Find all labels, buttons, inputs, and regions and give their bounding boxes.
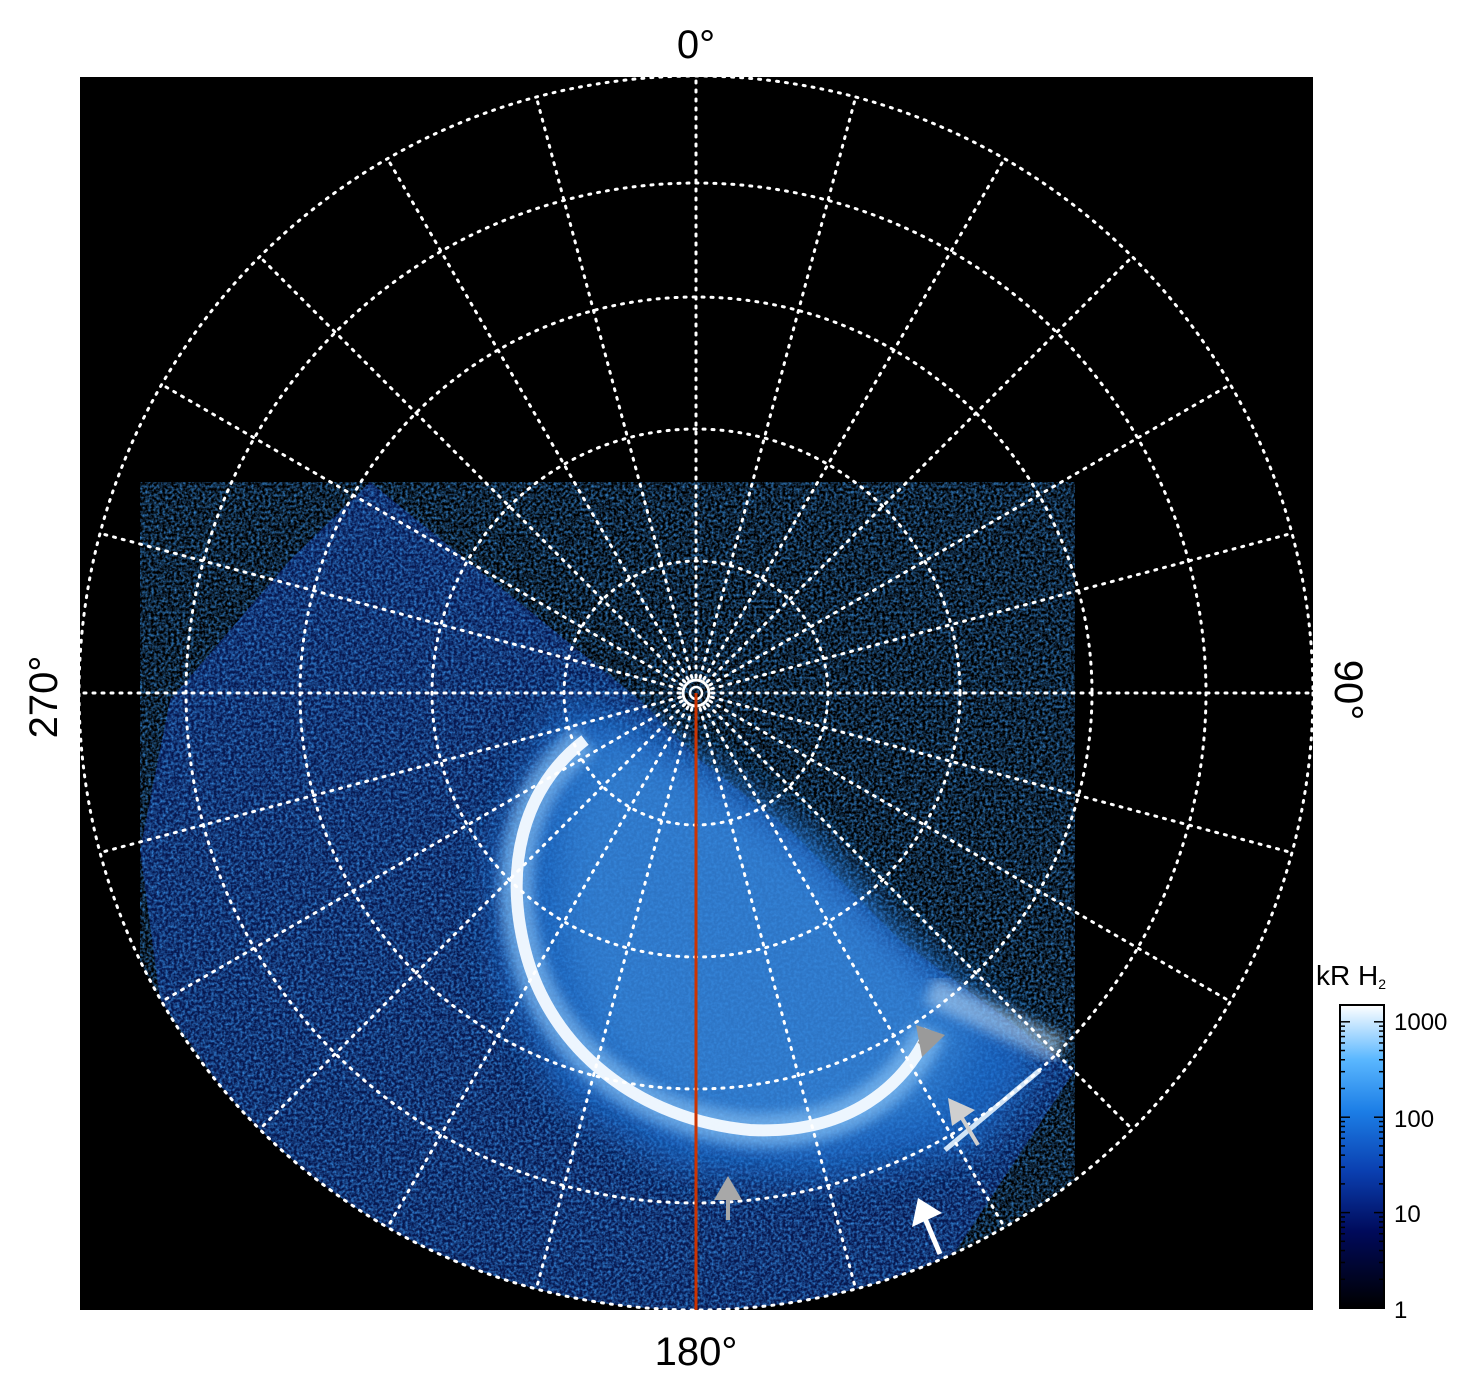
grid-spoke — [709, 695, 1294, 855]
grid-spoke — [709, 531, 1294, 691]
colorbar-ticks — [1340, 1021, 1384, 1309]
colorbar-title-sub: 2 — [1378, 976, 1386, 992]
grid-spoke — [534, 706, 694, 1291]
colorbar: kR H2 1000 100 10 1 — [1316, 960, 1447, 1324]
grid-spoke — [386, 157, 690, 681]
grid-spoke — [705, 702, 1134, 1131]
grid-spoke — [708, 383, 1232, 687]
arrow-gray-icon — [916, 1025, 945, 1057]
grid-spoke — [708, 699, 1232, 1003]
grid-spoke — [705, 255, 1134, 684]
colorbar-title: kR H2 — [1316, 960, 1386, 992]
colorbar-tick-label: 1000 — [1394, 1009, 1447, 1036]
label-bottom: 180° — [655, 1330, 738, 1374]
grid-spoke — [534, 95, 694, 680]
grid-spoke — [98, 531, 683, 691]
grid-spoke — [160, 699, 684, 1003]
grid-spoke — [386, 705, 690, 1229]
colorbar-title-main: kR H — [1316, 960, 1378, 991]
arrow-light-gray-icon — [948, 1098, 980, 1147]
label-top: 0° — [677, 23, 715, 67]
colorbar-tick-label: 100 — [1394, 1106, 1434, 1133]
arrow-gray-icon — [714, 1176, 742, 1220]
arrow-white-icon — [912, 1198, 943, 1255]
grid-spoke — [698, 95, 858, 680]
colorbar-gradient — [1339, 1004, 1385, 1309]
colorbar-tick-label: 1 — [1394, 1297, 1407, 1324]
grid-spoke — [258, 255, 687, 684]
grid-spoke — [98, 695, 683, 855]
grid-spoke — [258, 702, 687, 1131]
grid-spoke — [702, 705, 1006, 1229]
grid-spoke — [160, 383, 684, 687]
grid-spoke — [698, 706, 858, 1291]
colorbar-tick-label: 10 — [1394, 1201, 1421, 1228]
label-right: 90° — [1326, 660, 1370, 721]
grid-spoke — [702, 157, 1006, 681]
label-left: 270° — [22, 656, 66, 739]
